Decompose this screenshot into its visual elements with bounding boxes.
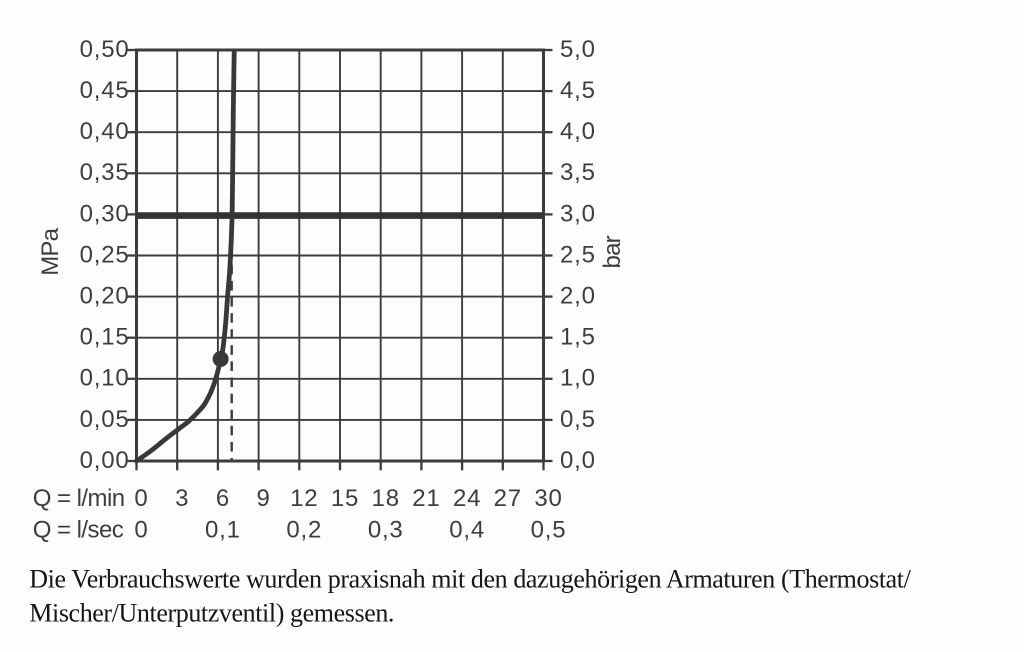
svg-text:0,20: 0,20 (80, 283, 130, 310)
svg-text:Q = l/min: Q = l/min (33, 485, 125, 512)
svg-text:0,00: 0,00 (80, 447, 130, 474)
svg-text:0,15: 0,15 (80, 324, 130, 351)
svg-text:18: 18 (372, 485, 400, 512)
svg-text:15: 15 (331, 485, 359, 512)
svg-text:3: 3 (175, 485, 189, 512)
svg-text:9: 9 (257, 485, 271, 512)
svg-text:0,50: 0,50 (80, 36, 130, 63)
svg-text:0,35: 0,35 (80, 159, 130, 186)
svg-text:0,40: 0,40 (80, 118, 130, 145)
svg-text:5,0: 5,0 (560, 36, 596, 63)
svg-text:2,0: 2,0 (560, 283, 596, 310)
svg-text:0: 0 (134, 485, 148, 512)
svg-text:0,30: 0,30 (80, 200, 130, 227)
svg-text:6: 6 (216, 485, 230, 512)
svg-text:4,0: 4,0 (560, 118, 596, 145)
svg-text:MPa: MPa (37, 227, 64, 275)
svg-text:3,0: 3,0 (560, 200, 596, 227)
svg-text:0,4: 0,4 (449, 517, 485, 544)
svg-text:0,5: 0,5 (560, 406, 596, 433)
svg-text:27: 27 (494, 485, 522, 512)
svg-text:3,5: 3,5 (560, 159, 596, 186)
svg-text:4,5: 4,5 (560, 77, 596, 104)
svg-text:bar: bar (599, 235, 626, 268)
svg-text:0,25: 0,25 (80, 241, 130, 268)
svg-text:0,45: 0,45 (80, 77, 130, 104)
svg-text:2,5: 2,5 (560, 241, 596, 268)
svg-text:0,0: 0,0 (560, 447, 596, 474)
svg-text:0,1: 0,1 (205, 517, 241, 544)
svg-text:Q = l/sec: Q = l/sec (33, 517, 124, 544)
svg-text:0,10: 0,10 (80, 365, 130, 392)
svg-text:0,05: 0,05 (80, 406, 130, 433)
svg-text:0,5: 0,5 (531, 517, 567, 544)
svg-text:Mischer/Unterputzventil) gemes: Mischer/Unterputzventil) gemessen. (29, 599, 394, 628)
svg-text:0: 0 (134, 517, 148, 544)
svg-text:30: 30 (534, 485, 562, 512)
svg-text:0,3: 0,3 (368, 517, 404, 544)
svg-text:1,0: 1,0 (560, 365, 596, 392)
svg-text:Die Verbrauchswerte wurden pra: Die Verbrauchswerte wurden praxisnah mit… (29, 565, 911, 594)
svg-text:24: 24 (453, 485, 481, 512)
svg-text:12: 12 (290, 485, 318, 512)
svg-text:1,5: 1,5 (560, 324, 596, 351)
svg-text:21: 21 (412, 485, 440, 512)
svg-text:0,2: 0,2 (286, 517, 322, 544)
